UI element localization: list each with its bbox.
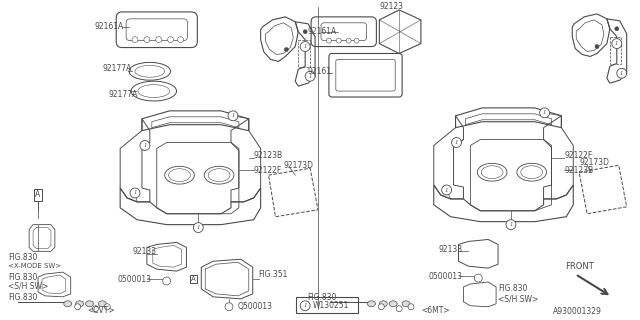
Text: FIG.830: FIG.830 [307, 293, 337, 302]
Text: <S/H SW>: <S/H SW> [498, 294, 538, 303]
Text: 1: 1 [615, 41, 618, 46]
Text: 92161A: 92161A [95, 22, 124, 31]
Text: 1: 1 [231, 113, 235, 118]
Circle shape [326, 38, 332, 43]
Ellipse shape [64, 301, 72, 307]
Text: 1: 1 [620, 71, 623, 76]
Text: 1: 1 [196, 225, 200, 230]
Circle shape [617, 68, 627, 78]
Circle shape [303, 30, 307, 34]
Circle shape [476, 276, 481, 281]
Text: FIG.830: FIG.830 [8, 293, 38, 302]
Circle shape [156, 37, 162, 43]
Circle shape [144, 37, 150, 43]
Circle shape [75, 304, 81, 310]
Text: 1: 1 [133, 190, 137, 196]
Text: <S/H SW>: <S/H SW> [8, 282, 49, 291]
Text: <CVT>: <CVT> [88, 306, 115, 315]
Text: 1: 1 [303, 303, 307, 308]
Ellipse shape [402, 301, 410, 307]
Circle shape [168, 37, 173, 43]
Ellipse shape [86, 301, 93, 307]
Circle shape [163, 277, 171, 285]
Text: A: A [35, 190, 41, 199]
Text: 92161A: 92161A [307, 27, 337, 36]
Text: 92122F: 92122F [253, 166, 282, 175]
Circle shape [354, 38, 359, 43]
Text: 92123: 92123 [380, 3, 403, 12]
Text: 1: 1 [445, 188, 449, 193]
Text: Q500013: Q500013 [238, 302, 273, 311]
Circle shape [300, 42, 310, 52]
Circle shape [284, 48, 289, 52]
Text: FIG.830: FIG.830 [8, 273, 38, 282]
Text: A930001329: A930001329 [552, 307, 602, 316]
Text: FIG.351: FIG.351 [259, 269, 288, 279]
Text: 92177A: 92177A [102, 64, 132, 73]
Circle shape [378, 304, 384, 310]
Text: A: A [191, 276, 196, 282]
Text: FRONT: FRONT [565, 262, 594, 271]
Text: 1: 1 [308, 74, 312, 79]
Circle shape [92, 306, 99, 312]
Circle shape [396, 306, 402, 312]
Circle shape [193, 223, 204, 233]
Text: 1: 1 [543, 110, 547, 115]
Text: 92161: 92161 [307, 67, 331, 76]
Circle shape [225, 303, 233, 311]
Circle shape [337, 38, 341, 43]
Text: 92177A: 92177A [108, 90, 138, 99]
Text: FIG.830: FIG.830 [498, 284, 527, 293]
Circle shape [140, 140, 150, 150]
Text: 1: 1 [143, 143, 147, 148]
Circle shape [227, 304, 232, 309]
Text: 92123B: 92123B [564, 166, 593, 175]
Ellipse shape [380, 301, 387, 307]
Text: W130251: W130251 [313, 301, 349, 310]
Circle shape [177, 37, 184, 43]
Circle shape [164, 278, 169, 284]
Circle shape [474, 274, 483, 282]
Circle shape [132, 37, 138, 43]
Circle shape [104, 304, 110, 310]
Circle shape [346, 38, 351, 43]
Text: 92133: 92133 [132, 247, 156, 256]
Circle shape [442, 185, 452, 195]
Ellipse shape [367, 301, 376, 307]
Text: 92133: 92133 [438, 245, 463, 254]
Text: 92173D: 92173D [284, 161, 314, 170]
Circle shape [305, 71, 315, 81]
Text: 1: 1 [509, 222, 513, 227]
Circle shape [612, 39, 621, 49]
Circle shape [595, 44, 599, 49]
Text: FIG.830: FIG.830 [8, 253, 38, 262]
Circle shape [506, 220, 516, 229]
Ellipse shape [99, 301, 106, 307]
Text: 1: 1 [455, 140, 458, 145]
Text: 92123B: 92123B [253, 151, 283, 160]
Text: 92122F: 92122F [564, 151, 593, 160]
Circle shape [540, 108, 550, 118]
Circle shape [300, 301, 310, 311]
Text: <X-MODE SW>: <X-MODE SW> [8, 263, 61, 269]
Circle shape [228, 111, 238, 121]
Circle shape [615, 27, 619, 31]
Ellipse shape [389, 301, 397, 307]
Text: 0500013: 0500013 [429, 272, 463, 281]
Circle shape [452, 138, 461, 148]
Text: <6MT>: <6MT> [421, 306, 449, 315]
Ellipse shape [76, 301, 84, 307]
Circle shape [408, 304, 414, 310]
Circle shape [130, 188, 140, 198]
Text: 92173D: 92173D [579, 158, 609, 167]
Text: 0500013: 0500013 [117, 275, 151, 284]
Text: 1: 1 [303, 44, 307, 49]
